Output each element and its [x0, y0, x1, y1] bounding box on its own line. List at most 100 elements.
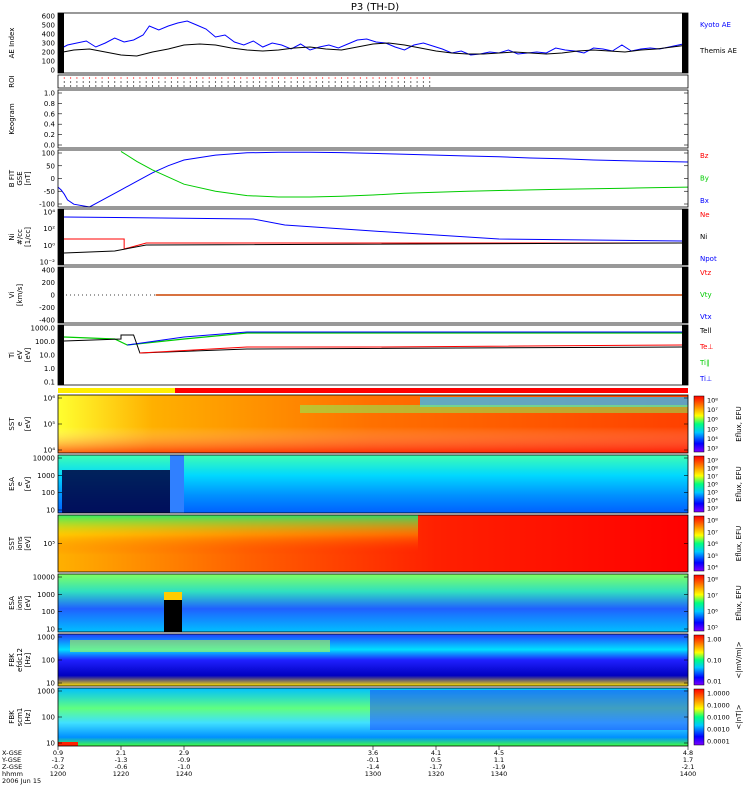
- roi-dot: [76, 85, 78, 87]
- roi-dot: [416, 77, 418, 79]
- sst2-shade: [58, 515, 418, 572]
- esa2-ylabel-text: ESAions[eV]: [8, 595, 32, 610]
- xaxis-tick-label: -0.2: [52, 763, 65, 771]
- vi-ytick: 400: [42, 267, 55, 275]
- xaxis-tick-label: 1320: [428, 770, 445, 778]
- roi-dot: [126, 77, 128, 79]
- roi-dot: [309, 81, 311, 83]
- roi-dot: [265, 85, 267, 87]
- vi-legend-entry: Vtx: [700, 313, 712, 321]
- esa2-cbar-label: Eflux, EFU: [735, 585, 743, 620]
- roi-dot: [284, 77, 286, 79]
- ae-frame: [57, 12, 689, 74]
- esa1-cbar-tick: 10⁷: [707, 473, 718, 481]
- roi-dot: [158, 81, 160, 83]
- xaxis-tick-label: -1.7: [52, 756, 65, 764]
- sst2-cbar-label: Eflux, EFU: [735, 526, 743, 561]
- ae-ylabel: AE Index: [8, 28, 16, 59]
- roi-dot: [340, 77, 343, 79]
- roi-dot: [322, 85, 324, 87]
- ti-epar-trace: [63, 334, 683, 354]
- vi-ytick: -200: [39, 304, 55, 312]
- ti-ipar-trace: [63, 332, 682, 346]
- roi-dot: [347, 77, 349, 79]
- vi-ylabel-line: [km/s]: [16, 284, 24, 307]
- fbk1-cbar-label-text: <|mV/m|>: [735, 641, 743, 678]
- esa2-ytick: 10: [46, 626, 55, 634]
- roi-dot: [252, 77, 254, 79]
- roi-dot: [385, 85, 387, 87]
- bfit-ytick: 50: [46, 162, 55, 170]
- roi-dot: [303, 77, 305, 79]
- fbk1-ytick: 10: [46, 680, 55, 688]
- roi-dot: [429, 81, 431, 83]
- roi-dot: [397, 81, 399, 83]
- esa1-ytick: 1000: [37, 472, 55, 480]
- sst2-ylabel-line: [eV]: [24, 536, 32, 551]
- roi-dot: [151, 77, 154, 79]
- roi-dot: [259, 77, 261, 79]
- sst1-ylabel-line: SST: [8, 417, 16, 431]
- sst2-cbar-tick: 10⁶: [707, 540, 718, 548]
- bfit-legend-entry: By: [700, 175, 709, 183]
- ti-ylabel-line: eV: [16, 350, 24, 359]
- esa2-cbar-label-text: Eflux, EFU: [735, 585, 743, 620]
- sst1-cbar-tick: 10⁷: [707, 406, 718, 414]
- ni-right-edge: [682, 209, 688, 265]
- esa1-ylabel-line: e: [16, 482, 24, 486]
- roi-dot: [422, 77, 424, 79]
- xaxis-tick-label: 3.6: [368, 749, 378, 757]
- roi-dot: [284, 85, 286, 87]
- xaxis-tick-label: -0.6: [115, 763, 128, 771]
- vi-legend-entry: Vty: [700, 291, 712, 299]
- roi-dot: [214, 81, 217, 83]
- roi-dot: [177, 85, 179, 87]
- quality-bar-red: [175, 388, 688, 393]
- roi-dot: [126, 81, 128, 83]
- roi-dot: [290, 81, 292, 83]
- roi-dot: [196, 85, 198, 87]
- fbk1-ytick: 100: [42, 657, 55, 665]
- roi-dot: [372, 77, 374, 79]
- roi-dot: [246, 81, 248, 83]
- roi-dot: [422, 85, 424, 87]
- xaxis-row-label: hhmm: [2, 770, 23, 778]
- fbk2-cbar-tick: 0.1000: [707, 702, 730, 710]
- bfit-ytick: 0: [51, 175, 55, 183]
- sst1-ytick: 10⁵: [43, 421, 55, 429]
- sst2-cbar-tick: 10⁴: [707, 564, 718, 572]
- ni-ni-trace: [63, 242, 683, 254]
- roi-dot: [70, 77, 72, 79]
- xaxis-tick-label: 1300: [365, 770, 382, 778]
- esa1-cbar-tick: 10⁴: [707, 497, 718, 505]
- esa1-cbar-label: Eflux, EFU: [735, 466, 743, 501]
- roi-dot: [328, 77, 330, 79]
- fbk2-ylabel-line: [Hz]: [24, 710, 32, 725]
- ae-ytick: 200: [42, 49, 55, 57]
- sst1-cbar-tick: 10⁸: [707, 397, 718, 405]
- esa2-black-block: [164, 600, 182, 632]
- roi-dot: [133, 81, 135, 83]
- sst2-ylabel-line: SST: [8, 536, 16, 550]
- roi-dot: [271, 81, 273, 83]
- roi-dot: [151, 81, 154, 83]
- ti-legend-entry: Ti∥: [699, 359, 710, 367]
- roi-dot: [133, 85, 135, 87]
- roi-dot: [334, 85, 336, 87]
- xaxis-tick-label: 2.9: [179, 749, 189, 757]
- ni-legend-entry: Npot: [700, 255, 717, 263]
- roi-dot: [145, 81, 147, 83]
- roi-dot: [82, 81, 84, 83]
- roi-dot: [139, 77, 141, 79]
- roi-dot: [233, 85, 235, 87]
- roi-dot: [366, 85, 368, 87]
- fbk1-ytick: 1000: [37, 634, 55, 642]
- fbk2-ylabel-line: scm1: [16, 708, 24, 727]
- roi-dot: [271, 85, 273, 87]
- fbk2-cbar-label: <|nT|>: [735, 704, 743, 729]
- ae-legend-entry: Kyoto AE: [700, 21, 731, 29]
- esa2-ylabel-line: ions: [16, 595, 24, 610]
- roi-ylabel-text: ROI: [8, 75, 16, 87]
- esa1-ytick: 10000: [33, 455, 55, 463]
